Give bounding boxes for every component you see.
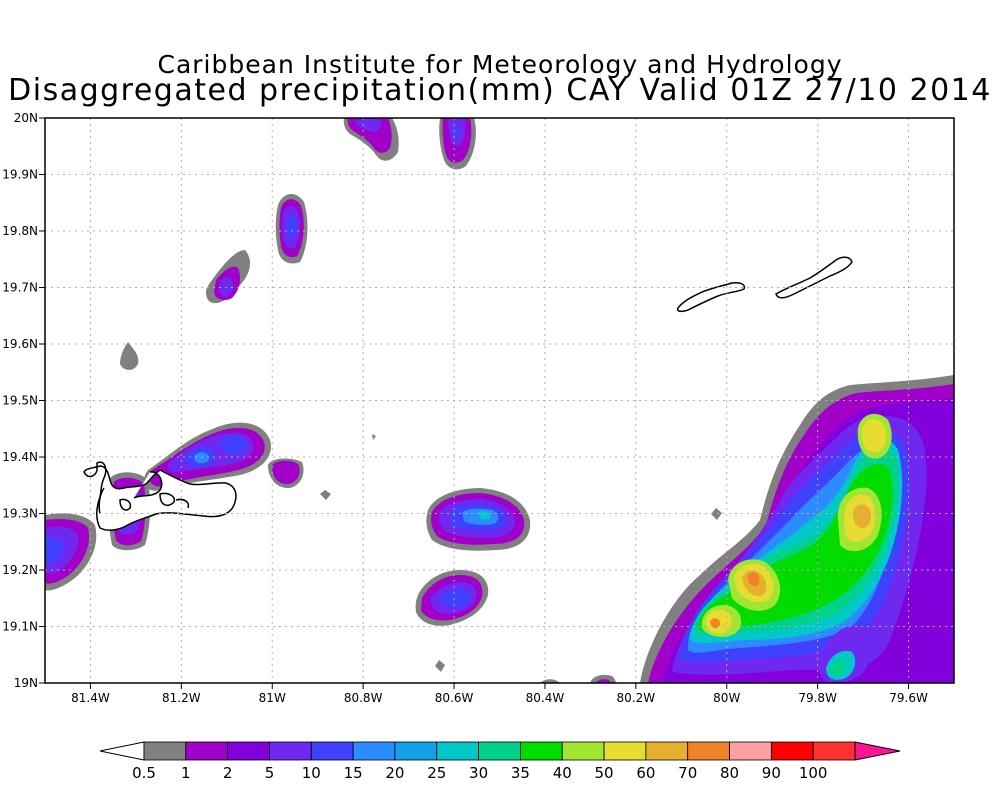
map-title: Caribbean Institute for Meteorology and …: [157, 50, 843, 79]
precip-region-sky: [194, 452, 210, 464]
colorbar-swatch: [310, 741, 354, 761]
colorbar-label: 30: [469, 764, 488, 782]
colorbar-swatch: [436, 741, 479, 761]
precip-dot-gray: [320, 490, 331, 500]
colorbar-swatch: [561, 741, 605, 761]
lon-tick-label: 79.6W: [889, 691, 928, 705]
precip-region-orange: [710, 572, 760, 629]
lon-tick-label: 80.2W: [617, 691, 656, 705]
lon-tick-label: 79.8W: [798, 691, 837, 705]
colorbar-label: 2: [223, 764, 233, 782]
colorbar-label: 25: [427, 764, 446, 782]
lat-tick-label: 19.2N: [2, 563, 38, 577]
colorbar-swatch: [645, 741, 689, 761]
colorbar-label: 60: [636, 764, 655, 782]
lon-tick-label: 80.6W: [435, 691, 474, 705]
colorbar-over-arrow: [854, 741, 901, 761]
lat-tick-label: 20N: [14, 111, 38, 125]
lat-tick-label: 19.8N: [2, 224, 38, 238]
precip-region-gold: [742, 504, 872, 597]
lon-tick-label: 81.4W: [71, 691, 110, 705]
precip-region-violet: [596, 679, 610, 683]
colorbar-swatch: [269, 741, 312, 761]
colorbar-swatch: [687, 741, 730, 761]
precip-dot-gray: [120, 342, 139, 370]
precip-dot-gray: [711, 508, 722, 520]
lon-tick-label: 81.2W: [162, 691, 201, 705]
colorbar-label: 50: [595, 764, 614, 782]
island-grand-cayman-lake: [119, 492, 190, 511]
colorbar-label: 15: [344, 764, 363, 782]
colorbar-label: 10: [302, 764, 321, 782]
colorbar-label: 40: [553, 764, 572, 782]
colorbar-under-arrow: [99, 741, 145, 761]
colorbar: 0.5 1 2 5 10 15 20 25 30 35 40 50 60 70 80 90 100: [99, 741, 901, 782]
lat-tick-label: 19N: [14, 676, 38, 690]
colorbar-label: 0.5: [132, 764, 156, 782]
precip-dot-gray: [372, 434, 376, 440]
colorbar-label: 80: [720, 764, 739, 782]
precip-region-blue: [45, 536, 64, 564]
precip-region-blue: [452, 125, 460, 137]
colorbar-swatch: [394, 741, 438, 761]
lat-tick-label: 19.4N: [2, 450, 38, 464]
precipitation-field: [45, 118, 954, 683]
colorbar-label: 100: [799, 764, 828, 782]
lat-tick-label: 19.9N: [2, 168, 38, 182]
precip-region-indigo: [355, 118, 381, 132]
island-little-cayman: [676, 282, 746, 313]
precip-region-cyan: [478, 511, 491, 520]
precip-cell-small-green: [829, 659, 847, 676]
colorbar-label: 70: [678, 764, 697, 782]
colorbar-label: 90: [762, 764, 781, 782]
colorbar-label: 1: [181, 764, 191, 782]
colorbar-swatch: [812, 741, 856, 761]
colorbar-label: 5: [265, 764, 275, 782]
precip-dot-gray: [435, 660, 445, 672]
colorbar-label: 35: [511, 764, 530, 782]
colorbar-swatch: [603, 741, 647, 761]
colorbar-swatch: [227, 741, 270, 761]
colorbar-label: 20: [385, 764, 404, 782]
island-cayman-brac: [775, 256, 853, 299]
map-subtitle: Disaggregated precipitation(mm) CAY Vali…: [8, 73, 992, 108]
colorbar-swatch: [520, 741, 563, 761]
colorbar-swatch: [729, 741, 772, 761]
precip-region-blue: [440, 588, 470, 608]
precip-region-blue: [286, 215, 298, 238]
colorbar-swatch: [143, 741, 187, 761]
lon-tick-label: 80.8W: [344, 691, 383, 705]
lat-tick-label: 19.7N: [2, 281, 38, 295]
precip-region-violet: [272, 460, 300, 485]
lat-tick-label: 19.6N: [2, 337, 38, 351]
colorbar-swatch: [185, 741, 229, 761]
lon-tick-label: 80.4W: [526, 691, 565, 705]
colorbar-swatch: [478, 741, 521, 761]
lon-tick-label: 81W: [259, 691, 286, 705]
lat-tick-label: 19.3N: [2, 507, 38, 521]
lat-tick-label: 19.5N: [2, 394, 38, 408]
lon-tick-label: 80W: [713, 691, 740, 705]
colorbar-swatch: [352, 741, 396, 761]
lat-tick-label: 19.1N: [2, 620, 38, 634]
precip-region-violet: [347, 118, 392, 153]
colorbar-swatch: [770, 741, 814, 761]
